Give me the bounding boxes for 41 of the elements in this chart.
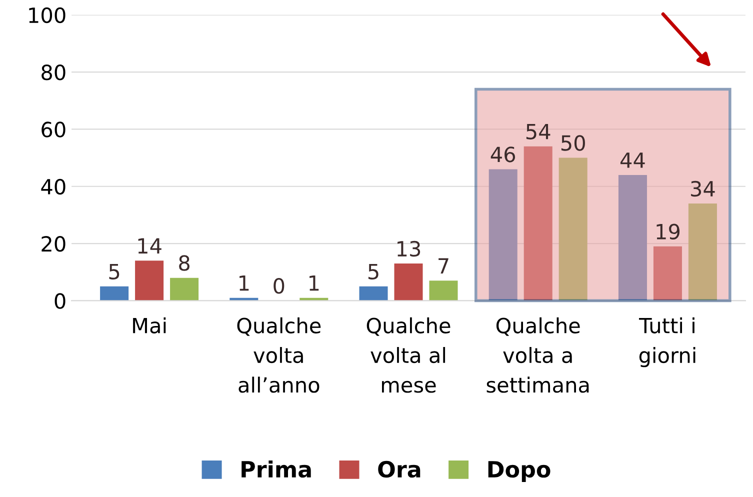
data-label: 34 (691, 180, 715, 197)
data-label: 19 (656, 224, 680, 240)
y-tick-label: 0 (54, 293, 66, 309)
data-label: 8 (179, 255, 190, 271)
bar (558, 158, 588, 301)
bar (135, 260, 164, 301)
bar (524, 146, 552, 301)
data-label: 5 (109, 264, 120, 280)
data-label: 44 (620, 152, 645, 168)
y-tick-label: 100 (29, 7, 66, 24)
x-tick-label: Qualche volta a settimana (486, 317, 589, 393)
bar (488, 169, 518, 301)
bar (170, 278, 199, 301)
data-label: 14 (138, 238, 162, 254)
y-tick-label: 60 (42, 122, 66, 138)
legend-label: Ora (378, 460, 420, 478)
data-label: 1 (240, 275, 249, 291)
bar (688, 204, 717, 301)
legend-label: Dopo (488, 461, 550, 482)
bar (359, 286, 388, 301)
data-label: 54 (526, 124, 550, 140)
data-label: 46 (490, 146, 516, 162)
legend-label: Prima (242, 460, 311, 478)
x-tick-label: Qualche volta al mese (366, 317, 450, 393)
x-tick-label: Tutti i giorni (638, 317, 696, 368)
data-label: 5 (368, 264, 378, 280)
x-tick-label: Mai (133, 317, 166, 334)
data-label: 0 (274, 278, 284, 294)
bar (394, 264, 423, 301)
data-label: 13 (398, 240, 420, 257)
y-tick-label: 20 (42, 236, 66, 252)
y-tick-label: 80 (42, 64, 66, 80)
bar (429, 280, 458, 301)
bar (653, 246, 682, 301)
data-label: 7 (438, 258, 448, 274)
data-label: 50 (561, 135, 585, 151)
y-tick-label: 40 (41, 178, 66, 195)
data-label: 1 (310, 275, 319, 291)
bar (100, 286, 129, 301)
bar (618, 174, 647, 301)
x-tick-label: Qualche volta all’anno (237, 317, 321, 393)
